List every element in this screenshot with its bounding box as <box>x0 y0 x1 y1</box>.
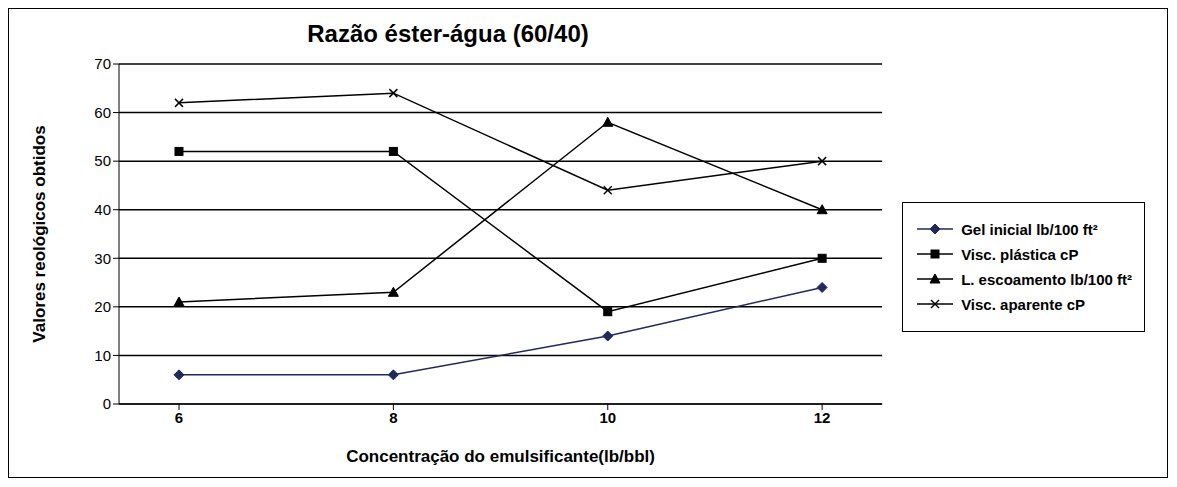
svg-text:Valores reológicos obtidos: Valores reológicos obtidos <box>30 125 49 342</box>
svg-text:10: 10 <box>94 347 111 364</box>
html-text:Visc. aparente cP: Visc. aparente cP <box>961 295 1086 313</box>
svg-text:6: 6 <box>175 409 183 426</box>
svg-text:12: 12 <box>814 409 831 426</box>
html-text:Razão éster-água (60/40): Razão éster-água (60/40) <box>307 20 589 47</box>
svg-text:60: 60 <box>94 104 111 121</box>
html-text:Gel inicial lb/100 ft²: Gel inicial lb/100 ft² <box>961 220 1098 238</box>
svg-text:30: 30 <box>94 250 111 267</box>
svg-text:70: 70 <box>94 59 111 72</box>
svg-text:40: 40 <box>94 201 111 218</box>
svg-text:20: 20 <box>94 298 111 315</box>
html-text:L. escoamento lb/100 ft²: L. escoamento lb/100 ft² <box>961 270 1132 288</box>
svg-text:10: 10 <box>599 409 616 426</box>
svg-text:8: 8 <box>389 409 397 426</box>
html-text:Visc. plástica cP: Visc. plástica cP <box>961 245 1079 263</box>
svg-text:Concentração do emulsificante(: Concentração do emulsificante(lb/bbl) <box>346 447 655 466</box>
svg-text:0: 0 <box>103 395 111 412</box>
svg-text:50: 50 <box>94 152 111 169</box>
